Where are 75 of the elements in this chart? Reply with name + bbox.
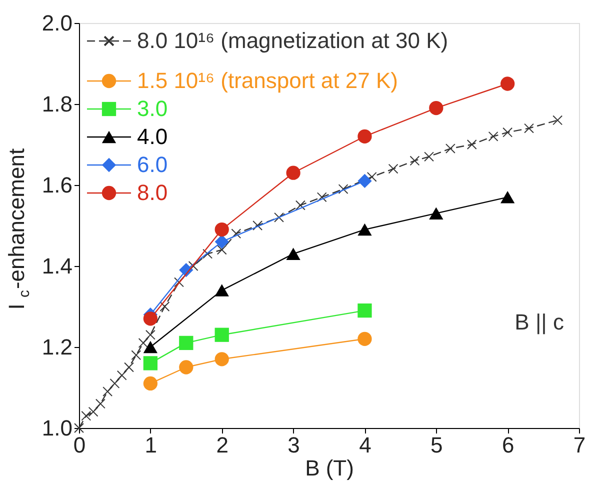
point (143, 376, 158, 391)
point (102, 386, 113, 397)
point (286, 166, 300, 180)
y-tick-label: 1.4 (42, 254, 72, 278)
point (358, 223, 372, 236)
point (338, 184, 348, 194)
point (214, 234, 229, 249)
x-tick-label: 5 (430, 432, 443, 458)
y-tick-label: 1.2 (42, 334, 72, 360)
y-axis-title: Ic-enhancement (4, 148, 33, 310)
x-tick-label: 4 (359, 432, 372, 458)
point (116, 370, 127, 380)
point (179, 360, 194, 374)
point (358, 174, 372, 188)
point (445, 144, 456, 154)
point (410, 156, 420, 166)
point (110, 378, 120, 388)
x-tick-label: 2 (216, 432, 228, 458)
legend-label: 6.0 (137, 152, 168, 177)
point (202, 248, 213, 259)
point (358, 303, 372, 318)
x-tick-label: 6 (502, 432, 514, 458)
point (214, 328, 229, 342)
point (424, 152, 434, 162)
point (214, 284, 229, 296)
point (160, 302, 170, 312)
point (131, 350, 142, 360)
point (143, 340, 158, 354)
x-tick-label: 3 (288, 432, 300, 458)
y-tick-label: 1.8 (42, 92, 72, 116)
x-axis-title: B (T) (305, 456, 354, 480)
point (295, 200, 306, 210)
point (216, 244, 227, 255)
point (286, 248, 300, 260)
point (429, 100, 444, 116)
point (81, 410, 92, 421)
legend-label: 8.0 (137, 180, 168, 205)
point (388, 164, 398, 174)
point (138, 338, 148, 348)
point (500, 76, 515, 91)
point (143, 356, 158, 370)
x-tick-label: 0 (73, 432, 86, 458)
point (552, 115, 563, 126)
point (95, 398, 106, 409)
point (358, 332, 372, 346)
legend-label: 4.0 (137, 124, 168, 149)
x-tick-label: 7 (573, 432, 586, 458)
point (466, 140, 477, 150)
point (88, 406, 98, 417)
legend-label: 3.0 (137, 96, 168, 121)
point (231, 228, 242, 239)
point (174, 277, 184, 288)
y-tick-label: 2.0 (42, 10, 72, 36)
point (214, 222, 229, 237)
point (500, 191, 515, 204)
legend-label: 1.5 10¹⁶ (transport at 27 K) (137, 68, 398, 93)
point (214, 352, 229, 366)
point (179, 336, 194, 350)
y-tick-label: 1.0 (42, 416, 72, 440)
point (252, 220, 263, 230)
y-tick-label: 1.6 (42, 172, 72, 198)
point (143, 312, 158, 326)
point (274, 212, 284, 222)
point (145, 330, 156, 340)
point (316, 192, 327, 202)
x-tick-label: 1 (144, 432, 158, 458)
point (488, 131, 498, 142)
point (429, 207, 444, 220)
point (524, 123, 534, 134)
point (124, 362, 134, 372)
point (358, 129, 372, 144)
point (366, 172, 377, 182)
point (502, 127, 513, 138)
legend-label: 8.0 10¹⁶ (magnetization at 30 K) (137, 28, 448, 53)
annotation: B || c (514, 310, 564, 335)
